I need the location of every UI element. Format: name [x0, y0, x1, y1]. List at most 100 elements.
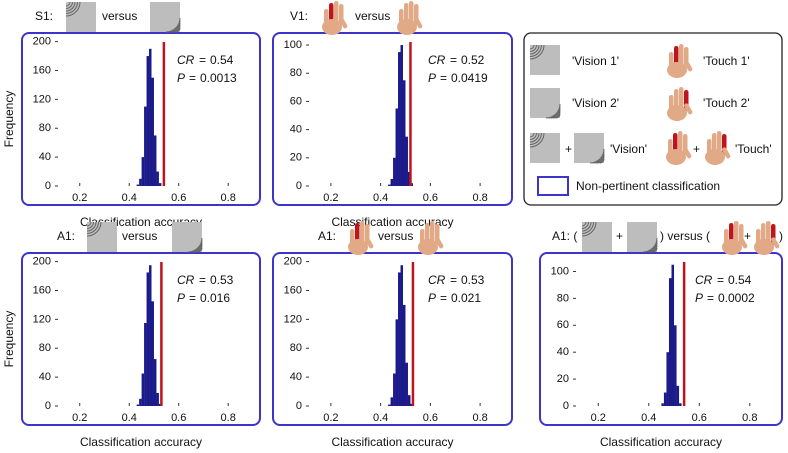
icon-texture — [529, 132, 537, 140]
x-tick-label: 0.4 — [122, 412, 137, 424]
icon-texture — [581, 221, 587, 227]
y-tick-label: 0 — [563, 400, 569, 412]
x-tick-label: 0.6 — [423, 192, 438, 204]
y-tick-label: 160 — [33, 284, 51, 296]
thumb — [365, 237, 374, 249]
icon-texture — [545, 103, 561, 119]
p-value: 0.0013 — [200, 71, 237, 85]
panel-title: A1: ( — [552, 229, 577, 243]
y-tick-label: 60 — [290, 95, 302, 107]
stimulus-icon — [627, 222, 658, 253]
legend-label: 'Vision' — [610, 142, 647, 156]
y-tick-label: 20 — [557, 373, 569, 385]
panel-title: S1: — [35, 9, 53, 23]
histogram-bar — [671, 264, 675, 406]
finger — [678, 131, 683, 155]
histogram-bar — [388, 404, 391, 406]
thumb — [683, 147, 692, 159]
legend-frame-swatch — [537, 176, 569, 196]
histogram-bar — [666, 352, 669, 406]
histogram-bar — [390, 178, 394, 186]
y-tick-label: 120 — [33, 313, 51, 325]
icon-texture — [529, 44, 540, 55]
icon-bg — [582, 222, 612, 252]
thumb — [739, 237, 748, 249]
histogram-bar — [395, 108, 399, 186]
stimulus-icon — [65, 1, 96, 32]
histogram-bar — [403, 80, 406, 186]
histogram-bar — [146, 56, 150, 186]
x-tick-label: 0.4 — [641, 412, 656, 424]
y-tick-label: 120 — [284, 313, 302, 325]
panel-title: A1: — [57, 229, 75, 243]
finger — [430, 221, 435, 245]
cr-value: 0.53 — [461, 273, 485, 287]
icon-texture — [86, 221, 97, 232]
icon-texture — [529, 132, 542, 145]
equals: = — [450, 273, 457, 287]
y-tick-label: 160 — [33, 64, 51, 76]
histogram-bar — [141, 373, 145, 406]
y-tick-label: 200 — [284, 256, 302, 268]
histogram-bar — [156, 393, 159, 406]
hand-icon — [667, 87, 693, 121]
icon-texture — [187, 237, 203, 253]
histogram-bar — [674, 325, 677, 406]
icon-texture — [65, 1, 71, 7]
panel-title: ) — [779, 229, 783, 243]
histogram-bar — [403, 304, 406, 406]
histogram-bar — [405, 362, 408, 406]
stimulus-icon — [172, 222, 203, 253]
y-tick-label: 20 — [290, 152, 302, 164]
icon-texture — [86, 221, 102, 237]
p-value: 0.0419 — [451, 71, 488, 85]
panel-title: versus — [355, 9, 390, 23]
finger — [766, 221, 771, 245]
y-tick-label: 100 — [284, 39, 302, 51]
icon-texture — [65, 1, 76, 12]
thumb — [339, 17, 348, 29]
legend-label: 'Vision 2' — [572, 96, 619, 110]
panel-title: versus — [378, 229, 413, 243]
x-tick-label: 0.2 — [323, 192, 338, 204]
cr-label: CR — [428, 273, 446, 287]
equals: = — [440, 71, 447, 85]
legend-label: 'Touch 2' — [703, 96, 750, 110]
stimulus-icon — [529, 44, 560, 75]
y-tick-label: 0 — [296, 400, 302, 412]
cr-label: CR — [428, 53, 446, 67]
hand-icon — [705, 131, 731, 165]
panel-title: V1: — [290, 9, 308, 23]
x-tick-label: 0.8 — [472, 192, 487, 204]
hand-icon — [348, 221, 374, 255]
histogram-bar — [151, 301, 154, 406]
y-tick-label: 0 — [45, 180, 51, 192]
thumb — [414, 17, 423, 29]
histogram-bar — [144, 106, 147, 186]
icon-texture — [65, 1, 73, 9]
icon-bg — [627, 222, 657, 252]
palm — [754, 239, 774, 255]
histogram-bar — [153, 135, 157, 186]
histogram-bar — [149, 265, 152, 406]
cr-value: 0.52 — [461, 53, 485, 67]
icon-texture — [86, 221, 99, 234]
y-tick-label: 80 — [39, 122, 51, 134]
cr-label: CR — [177, 53, 195, 67]
x-axis-label: Classification accuracy — [331, 435, 453, 449]
thumb — [435, 237, 444, 249]
palm — [348, 239, 368, 255]
palm — [722, 239, 742, 255]
finger — [717, 131, 722, 155]
palm — [705, 149, 725, 165]
histogram-bar — [400, 45, 403, 186]
y-tick-label: 80 — [39, 342, 51, 354]
thumb — [722, 147, 731, 159]
histogram-bar — [151, 77, 154, 186]
p-label: P — [177, 71, 185, 85]
legend-label: 'Touch 1' — [703, 54, 750, 68]
legend-label: 'Touch' — [735, 142, 772, 156]
icon-texture — [529, 44, 542, 57]
legend-plus: + — [693, 142, 700, 156]
icon-texture — [65, 1, 81, 17]
